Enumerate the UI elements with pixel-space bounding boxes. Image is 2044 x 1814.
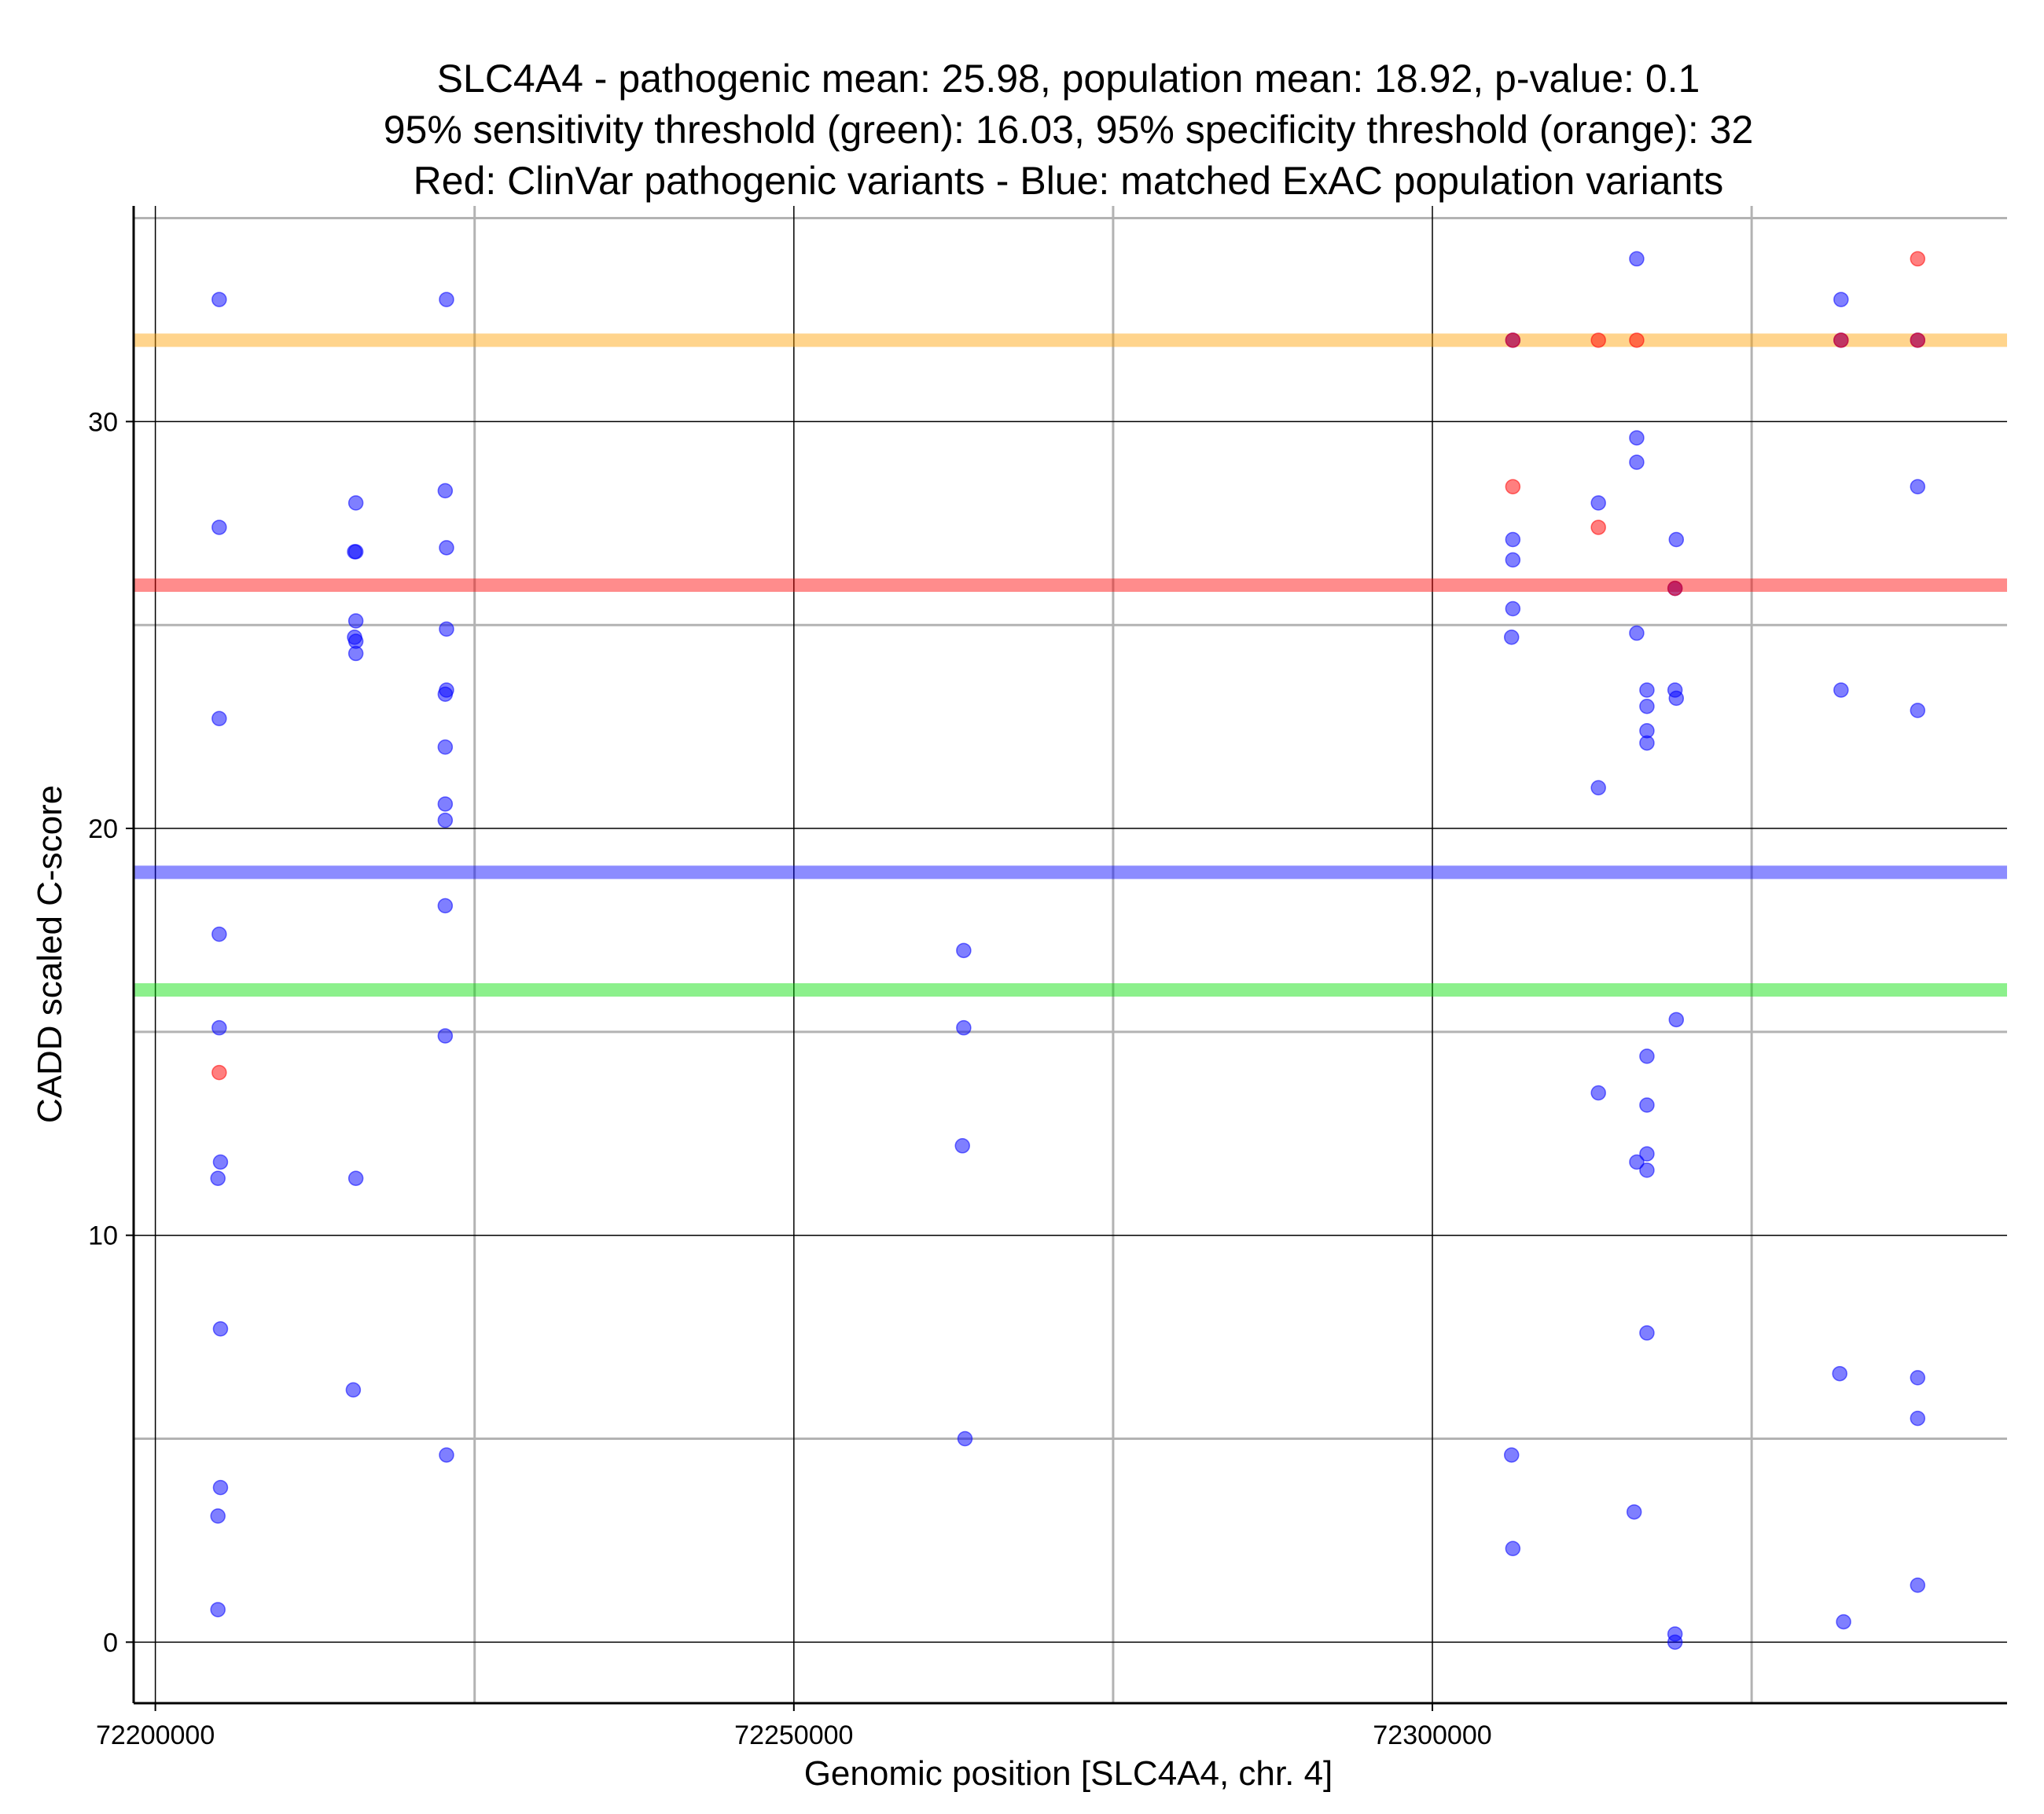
data-point bbox=[210, 1170, 226, 1186]
data-point bbox=[211, 711, 227, 727]
x-tick-label: 72250000 bbox=[734, 1720, 853, 1750]
y-tick-label: 0 bbox=[103, 1628, 118, 1658]
data-point bbox=[1832, 1365, 1847, 1382]
chart-title-line-2: 95% sensitivity threshold (green): 16.03… bbox=[384, 108, 1754, 152]
data-point bbox=[1833, 332, 1849, 348]
data-point bbox=[1505, 552, 1521, 568]
data-point bbox=[1505, 1540, 1521, 1557]
data-point bbox=[1639, 682, 1655, 698]
data-point bbox=[1629, 430, 1645, 446]
y-tick-label: 30 bbox=[88, 407, 118, 437]
data-point bbox=[1639, 1097, 1655, 1113]
data-point bbox=[439, 540, 454, 556]
data-point bbox=[212, 1479, 229, 1496]
data-point bbox=[1668, 1012, 1685, 1028]
data-point bbox=[210, 1508, 226, 1524]
data-point bbox=[1910, 703, 1926, 718]
data-point bbox=[347, 613, 364, 629]
data-point bbox=[345, 1382, 362, 1398]
data-point bbox=[1910, 1410, 1926, 1427]
data-point bbox=[437, 812, 454, 828]
data-point bbox=[1910, 332, 1926, 348]
data-point bbox=[1629, 454, 1645, 470]
data-point bbox=[1629, 251, 1645, 267]
data-point bbox=[1639, 735, 1655, 751]
data-point bbox=[954, 1138, 970, 1154]
data-point bbox=[437, 686, 454, 702]
y-tick-label: 10 bbox=[88, 1221, 118, 1251]
data-point bbox=[212, 1154, 229, 1170]
data-point bbox=[1503, 1447, 1520, 1463]
data-point bbox=[1639, 1162, 1655, 1178]
data-point bbox=[1639, 1325, 1655, 1341]
x-tick-label: 72300000 bbox=[1373, 1720, 1491, 1750]
data-point bbox=[1836, 1614, 1851, 1630]
data-point bbox=[211, 1064, 227, 1081]
data-point bbox=[439, 1447, 454, 1463]
threshold-layer bbox=[134, 333, 2007, 997]
data-point bbox=[211, 1019, 227, 1036]
data-point bbox=[437, 1028, 454, 1044]
plot-area bbox=[134, 206, 2007, 1703]
data-point bbox=[1590, 495, 1606, 511]
data-point bbox=[956, 942, 972, 959]
data-point bbox=[439, 292, 454, 307]
data-point bbox=[1668, 690, 1685, 707]
x-axis-title: Genomic position [SLC4A4, chr. 4] bbox=[804, 1754, 1333, 1793]
data-point bbox=[1639, 1048, 1655, 1064]
data-point bbox=[437, 898, 454, 914]
point-layer bbox=[210, 251, 1926, 1651]
data-point bbox=[211, 520, 227, 535]
data-point bbox=[437, 483, 454, 499]
data-point bbox=[211, 292, 227, 307]
data-point bbox=[1639, 698, 1655, 714]
data-point bbox=[1629, 1154, 1645, 1170]
data-point bbox=[1833, 292, 1849, 307]
tick-layer: 0 10 20 30 72200000 72250000 72300000 bbox=[88, 407, 1491, 1750]
data-point bbox=[1910, 251, 1926, 267]
data-point bbox=[212, 1321, 229, 1337]
data-point bbox=[437, 796, 454, 812]
data-point bbox=[1667, 580, 1683, 597]
grid-layer bbox=[134, 206, 2007, 1703]
data-point bbox=[211, 926, 227, 942]
data-point bbox=[347, 1170, 364, 1186]
data-point bbox=[1629, 332, 1645, 348]
data-point bbox=[1910, 1577, 1926, 1593]
data-point bbox=[1590, 1085, 1606, 1101]
x-tick-label: 72200000 bbox=[96, 1720, 215, 1750]
data-point bbox=[1667, 1634, 1683, 1651]
chart-title-line-3: Red: ClinVar pathogenic variants - Blue:… bbox=[414, 159, 1724, 203]
data-point bbox=[210, 1602, 226, 1618]
y-axis-title: CADD scaled C-score bbox=[31, 785, 69, 1123]
data-point bbox=[1910, 1370, 1926, 1386]
data-point bbox=[347, 544, 362, 560]
chart-title-line-1: SLC4A4 - pathogenic mean: 25.98, populat… bbox=[437, 57, 1700, 101]
data-point bbox=[1505, 600, 1521, 617]
data-point bbox=[1910, 479, 1926, 494]
data-point bbox=[1668, 531, 1685, 548]
data-point bbox=[1505, 332, 1521, 348]
y-tick-label: 20 bbox=[88, 814, 118, 844]
data-point bbox=[1505, 531, 1521, 548]
data-point bbox=[1626, 1504, 1642, 1520]
data-point bbox=[1590, 520, 1606, 535]
data-point bbox=[956, 1019, 972, 1036]
data-point bbox=[1629, 625, 1645, 641]
data-point bbox=[439, 621, 454, 637]
data-point bbox=[347, 495, 364, 511]
data-point bbox=[1503, 629, 1520, 645]
data-point bbox=[1639, 1146, 1655, 1162]
data-point bbox=[1590, 780, 1606, 796]
data-point bbox=[1505, 479, 1521, 494]
data-point bbox=[957, 1430, 973, 1447]
data-point bbox=[347, 645, 364, 662]
data-point bbox=[1590, 332, 1606, 348]
data-point bbox=[437, 739, 454, 755]
data-point bbox=[1833, 682, 1849, 698]
